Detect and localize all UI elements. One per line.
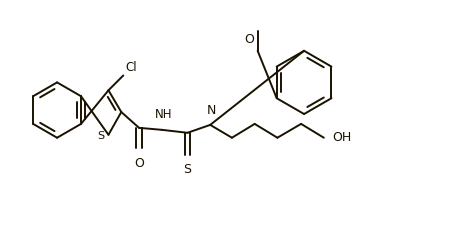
Text: NH: NH <box>155 108 172 121</box>
Text: OH: OH <box>332 131 351 144</box>
Text: O: O <box>134 156 144 170</box>
Text: S: S <box>183 163 191 176</box>
Text: Cl: Cl <box>125 61 136 73</box>
Text: O: O <box>243 33 253 46</box>
Text: S: S <box>97 131 104 141</box>
Text: N: N <box>206 104 215 117</box>
